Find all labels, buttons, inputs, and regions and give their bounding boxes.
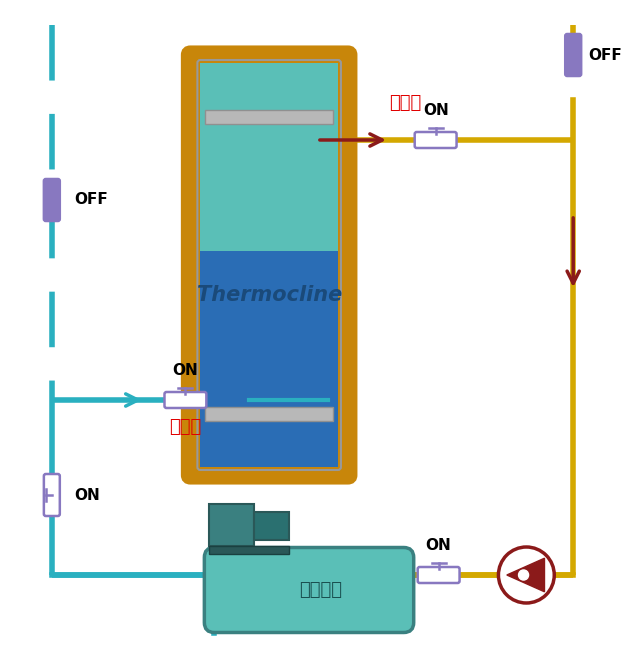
Bar bbox=[254, 511, 289, 539]
FancyBboxPatch shape bbox=[565, 34, 581, 76]
Circle shape bbox=[519, 570, 529, 580]
Text: 冷水进: 冷水进 bbox=[169, 418, 201, 436]
Bar bbox=[205, 110, 333, 124]
FancyBboxPatch shape bbox=[44, 179, 60, 221]
FancyBboxPatch shape bbox=[165, 392, 206, 408]
Text: ON: ON bbox=[426, 538, 452, 553]
FancyBboxPatch shape bbox=[418, 567, 459, 583]
Polygon shape bbox=[507, 558, 545, 592]
FancyBboxPatch shape bbox=[186, 51, 352, 479]
Circle shape bbox=[498, 547, 554, 603]
Bar bbox=[201, 249, 338, 467]
FancyBboxPatch shape bbox=[415, 132, 457, 148]
Text: 制冷主机: 制冷主机 bbox=[300, 581, 343, 599]
Text: ON: ON bbox=[172, 363, 198, 378]
Bar bbox=[209, 503, 254, 545]
Bar bbox=[209, 545, 289, 554]
Text: OFF: OFF bbox=[74, 193, 107, 208]
Text: ON: ON bbox=[423, 103, 449, 118]
FancyBboxPatch shape bbox=[204, 547, 414, 633]
FancyBboxPatch shape bbox=[44, 474, 60, 516]
Text: Thermocline: Thermocline bbox=[196, 285, 342, 305]
Text: 温水出: 温水出 bbox=[389, 94, 421, 112]
Bar bbox=[205, 407, 333, 421]
Text: ON: ON bbox=[74, 488, 100, 503]
Text: OFF: OFF bbox=[588, 48, 622, 63]
Bar bbox=[201, 63, 338, 251]
